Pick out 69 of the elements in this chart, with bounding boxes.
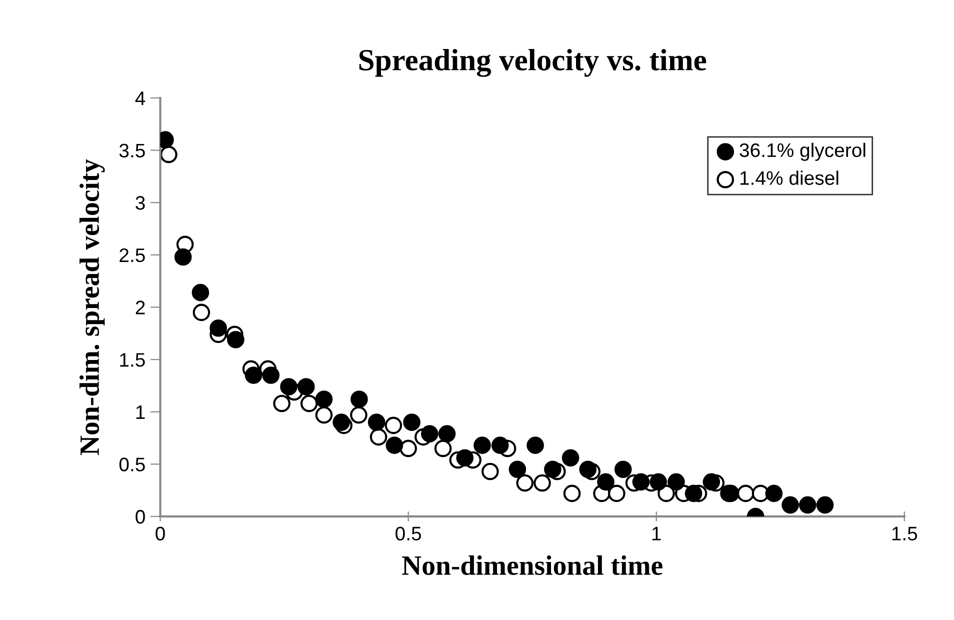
point <box>563 484 581 502</box>
y-tick-label: 0 <box>136 510 145 524</box>
point <box>386 436 404 454</box>
point <box>297 378 315 396</box>
x-tick-label: 1 <box>652 526 661 540</box>
legend-label: 1.4% diesel <box>740 170 838 185</box>
point <box>420 425 438 442</box>
point <box>614 460 632 478</box>
point <box>516 474 534 492</box>
y-tick-label: 3.5 <box>119 144 145 158</box>
point <box>597 473 614 491</box>
point <box>273 394 290 412</box>
point <box>491 436 509 454</box>
point <box>438 425 456 442</box>
point <box>384 416 402 434</box>
point <box>400 440 417 458</box>
x-tick-label: 0.5 <box>396 526 422 540</box>
point <box>534 474 551 492</box>
point <box>244 366 262 384</box>
y-tick-label: 2.5 <box>120 248 145 262</box>
point <box>508 460 526 478</box>
point <box>782 496 799 514</box>
point <box>608 484 626 502</box>
x-tick-label: 0 <box>156 526 165 540</box>
legend-label: 36.1% glycerol <box>740 142 866 161</box>
point <box>280 378 298 396</box>
point <box>174 248 192 266</box>
point <box>192 284 210 302</box>
point <box>544 460 562 478</box>
point <box>736 484 754 502</box>
point <box>315 406 333 424</box>
point <box>482 462 499 480</box>
point <box>192 304 210 322</box>
y-tick-label: 2 <box>136 300 145 314</box>
point <box>474 436 491 454</box>
point <box>350 406 368 424</box>
y-tick-label: 4 <box>135 92 146 106</box>
point <box>434 440 452 458</box>
point <box>684 484 702 502</box>
point <box>632 473 650 491</box>
point <box>370 428 388 446</box>
point <box>765 484 783 502</box>
point <box>300 394 318 412</box>
point <box>332 414 350 431</box>
x-axis-title: Non-dimensional time <box>402 555 662 575</box>
point <box>579 460 597 478</box>
point <box>702 473 720 491</box>
point <box>315 390 333 408</box>
point <box>403 414 420 431</box>
point <box>562 449 580 467</box>
y-axis-title: Non-dim. spread velocity <box>80 159 105 455</box>
point <box>210 319 227 337</box>
point <box>368 414 386 431</box>
y-tick-label: 1 <box>136 406 145 419</box>
x-tick-label: 1.5 <box>892 526 918 540</box>
point <box>650 473 667 491</box>
point <box>799 496 816 514</box>
point <box>227 330 244 348</box>
y-tick-label: 3 <box>136 196 145 210</box>
point <box>668 473 685 491</box>
point <box>816 496 834 514</box>
point <box>350 390 368 408</box>
chart-title: Spreading velocity vs. time <box>359 48 706 77</box>
point <box>160 146 178 164</box>
point <box>456 449 474 467</box>
y-tick-label: 0.5 <box>119 458 145 472</box>
point <box>526 436 544 454</box>
point <box>262 366 280 384</box>
y-tick-label: 1.5 <box>120 353 145 367</box>
